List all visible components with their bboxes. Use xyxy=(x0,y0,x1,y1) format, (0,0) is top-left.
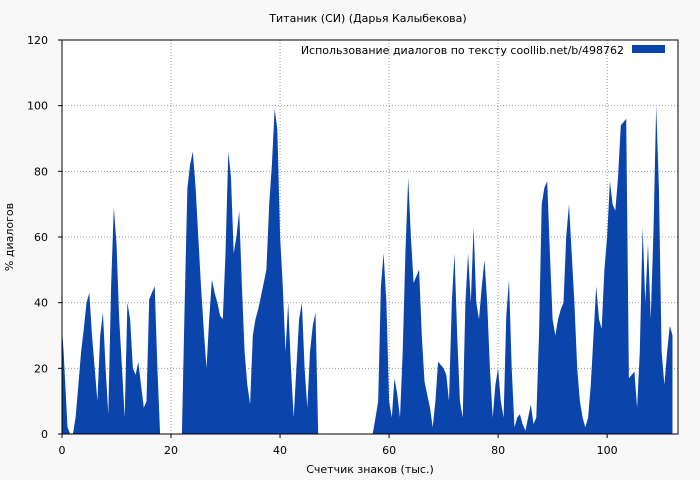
y-tick-label: 20 xyxy=(34,362,48,375)
y-tick-label: 120 xyxy=(27,34,48,47)
y-tick-label: 80 xyxy=(34,165,48,178)
series-area xyxy=(62,105,673,434)
legend-label: Использование диалогов по тексту coollib… xyxy=(301,44,624,57)
y-axis-label: % диалогов xyxy=(3,203,16,271)
y-tick-label: 100 xyxy=(27,100,48,113)
x-tick-label: 80 xyxy=(491,444,505,457)
chart-title: Титаник (СИ) (Дарья Калыбекова) xyxy=(268,12,466,25)
x-tick-label: 100 xyxy=(597,444,618,457)
x-axis-label: Счетчик знаков (тыс.) xyxy=(306,463,434,476)
y-tick-label: 40 xyxy=(34,297,48,310)
y-tick-label: 60 xyxy=(34,231,48,244)
legend-swatch xyxy=(632,45,665,53)
x-axis-ticks: 0 20 40 60 80 100 xyxy=(59,434,618,457)
x-tick-label: 60 xyxy=(382,444,396,457)
y-axis-ticks: 0 20 40 60 80 100 120 xyxy=(27,34,62,441)
legend: Использование диалогов по тексту coollib… xyxy=(301,44,665,57)
y-tick-label: 0 xyxy=(41,428,48,441)
x-tick-label: 0 xyxy=(59,444,66,457)
x-tick-label: 40 xyxy=(273,444,287,457)
x-tick-label: 20 xyxy=(164,444,178,457)
